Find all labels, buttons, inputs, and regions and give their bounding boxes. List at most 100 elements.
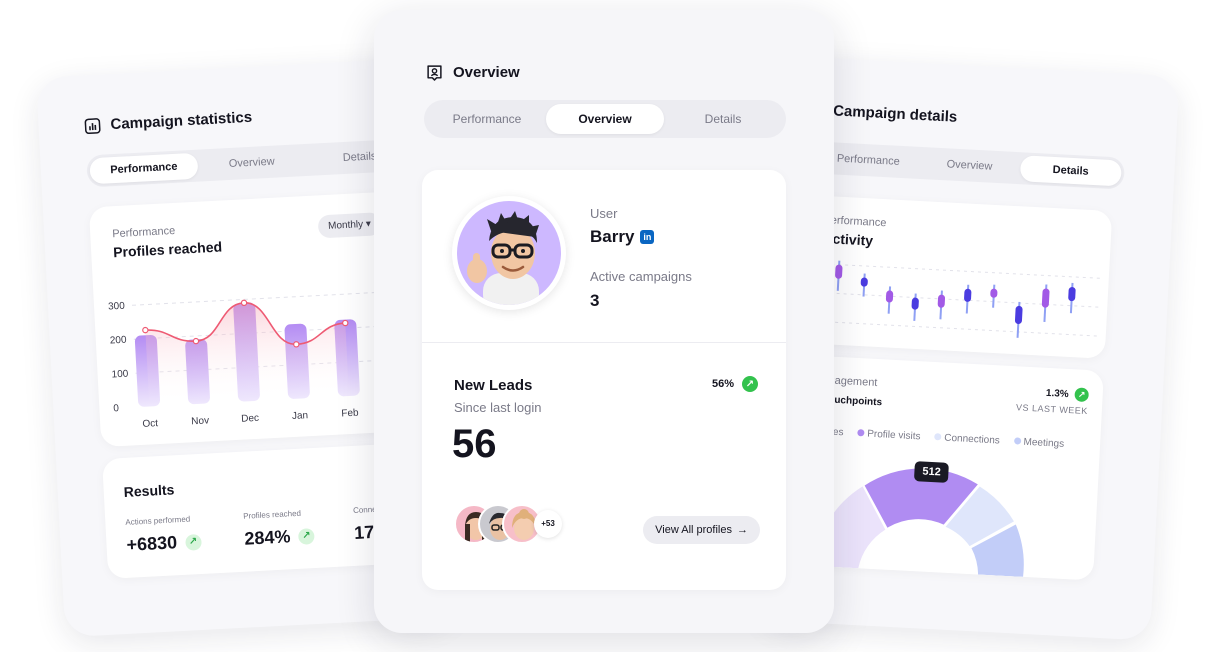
- overview-tabs: Performance Overview Details: [424, 100, 786, 138]
- leads-change-value: 56%: [711, 378, 734, 390]
- tab-performance[interactable]: Performance: [452, 112, 522, 126]
- panel-subtitle: Performance: [111, 224, 176, 241]
- period-select[interactable]: Monthly ▾: [317, 212, 382, 239]
- range-bar: [860, 277, 868, 287]
- x-tick-label: Oct: [142, 418, 158, 430]
- bar-chart-icon: [84, 117, 101, 134]
- result-profiles: Profiles reached 284% ↗: [243, 508, 315, 550]
- line-area: [145, 302, 350, 407]
- user-badge-icon: [427, 65, 442, 81]
- result-profiles-value: 284%: [243, 526, 291, 549]
- engagement-change-label: VS LAST WEEK: [1015, 402, 1089, 417]
- x-tick-label: Dec: [241, 413, 259, 425]
- overview-card: Overview Performance Overview Details: [374, 10, 834, 633]
- legend-item: Profile visits: [857, 428, 921, 442]
- leads-subtitle: Since last login: [454, 400, 542, 415]
- grid-line: [831, 263, 1104, 280]
- y-tick-label: 0: [113, 403, 120, 414]
- legend-label: Profile visits: [866, 428, 921, 443]
- period-select-value: Monthly: [327, 219, 364, 232]
- donut-meetings: [971, 524, 1024, 577]
- arrow-up-right-icon: ↗: [742, 376, 758, 392]
- result-profiles-label: Profiles reached: [242, 508, 302, 521]
- legend-item: Meetings: [1013, 436, 1064, 450]
- divider: [422, 342, 786, 343]
- leads-change: 56% ↗: [712, 376, 758, 392]
- range-bar: [835, 264, 843, 279]
- range-bar: [911, 297, 919, 310]
- avatar: [452, 196, 566, 310]
- line-point: [142, 326, 149, 334]
- line-point: [293, 341, 300, 348]
- view-all-profiles-button[interactable]: View All profiles →: [643, 516, 760, 544]
- view-all-profiles-label: View All profiles: [655, 524, 732, 536]
- overview-title: Overview: [453, 64, 520, 81]
- line-point: [342, 319, 349, 327]
- tab-overview[interactable]: Overview: [228, 155, 275, 171]
- range-bar: [885, 290, 894, 303]
- campaign-details-header: Campaign details: [833, 102, 958, 125]
- campaign-statistics-header: Campaign statistics: [84, 108, 253, 135]
- memoji-avatar-icon: [467, 211, 539, 305]
- campaign-details-title: Campaign details: [832, 102, 958, 126]
- result-actions-value: +6830: [126, 532, 178, 555]
- arrow-up-right-icon: ↗: [297, 527, 315, 545]
- range-bar: [1014, 305, 1023, 325]
- arrow-up-right-icon: ↗: [184, 533, 202, 551]
- more-profiles-count[interactable]: +53: [534, 510, 562, 538]
- legend-label: Connections: [943, 432, 1001, 447]
- campaigns-value: 3: [590, 291, 600, 310]
- x-tick-label: Jan: [292, 410, 309, 422]
- arrow-up-right-icon: ↗: [1074, 387, 1090, 403]
- chevron-down-icon: ▾: [365, 218, 372, 230]
- user-label: User: [590, 206, 618, 221]
- campaign-statistics-tabs: Performance Overview Details: [86, 138, 418, 188]
- range-bar: [990, 288, 998, 298]
- y-tick-label: 300: [108, 301, 126, 313]
- range-bar: [1068, 286, 1076, 302]
- tab-performance[interactable]: Performance: [89, 152, 199, 185]
- donut-tooltip: 512: [913, 461, 950, 483]
- leads-value: 56: [452, 422, 497, 466]
- range-bar: [964, 288, 972, 302]
- leads-title: New Leads: [454, 377, 533, 394]
- tab-details[interactable]: Details: [1019, 155, 1122, 187]
- user-name: Barry: [590, 227, 635, 246]
- campaign-details-tabs: Performance Overview Details: [813, 141, 1126, 190]
- x-tick-label: Nov: [191, 415, 209, 427]
- engagement-legend: Replies Profile visits Connections Meeti…: [800, 425, 1064, 450]
- campaigns-label: Active campaigns: [590, 269, 692, 284]
- linkedin-icon[interactable]: in: [640, 230, 655, 244]
- tab-overview[interactable]: Overview: [946, 158, 993, 173]
- donut-connections: [945, 486, 1014, 547]
- campaign-statistics-title: Campaign statistics: [110, 108, 253, 134]
- legend-label: Meetings: [1023, 436, 1065, 450]
- arrow-right-icon: →: [737, 524, 748, 536]
- range-bar: [1041, 288, 1050, 308]
- user-panel: User Barry in Active campaigns 3 New Lead…: [422, 170, 786, 590]
- line-point: [240, 299, 248, 307]
- line-point: [192, 337, 200, 345]
- x-tick-label: Feb: [341, 408, 359, 420]
- result-actions: Actions performed +6830 ↗: [125, 514, 202, 556]
- engagement-change: 1.3% ↗ VS LAST WEEK: [1015, 384, 1090, 417]
- y-tick-label: 200: [110, 335, 128, 347]
- panel-title: Profiles reached: [112, 238, 223, 261]
- tab-details[interactable]: Details: [704, 112, 742, 126]
- campaign-statistics-card: Campaign statistics Performance Overview…: [36, 57, 455, 638]
- overview-header: Overview: [426, 64, 520, 81]
- tab-overview[interactable]: Overview: [546, 104, 664, 134]
- grid-line: [828, 321, 1101, 337]
- engagement-change-value: 1.3%: [1045, 387, 1069, 400]
- legend-item: Connections: [934, 432, 1000, 446]
- range-bar: [937, 294, 946, 308]
- profiles-reached-panel: Performance Profiles reached Monthly ▾ 3…: [88, 189, 441, 448]
- memoji-avatar-icon: [512, 509, 536, 540]
- result-actions-label: Actions performed: [125, 514, 191, 527]
- profiles-reached-chart: 300 200 100 0 Oct Nov Dec Jan Feb: [108, 288, 438, 430]
- campaign-details-card: Campaign details Performance Overview De…: [760, 56, 1180, 641]
- donut-profile-visits: [864, 468, 978, 528]
- y-tick-label: 100: [111, 369, 129, 381]
